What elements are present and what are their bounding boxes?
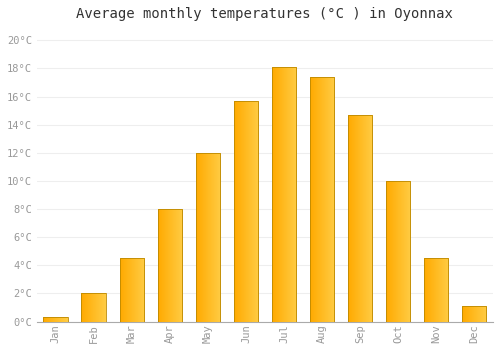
Bar xyxy=(234,101,258,322)
Bar xyxy=(120,258,144,322)
Bar xyxy=(424,258,448,322)
Title: Average monthly temperatures (°C ) in Oyonnax: Average monthly temperatures (°C ) in Oy… xyxy=(76,7,454,21)
Bar xyxy=(348,115,372,322)
Bar xyxy=(158,209,182,322)
Bar xyxy=(44,317,68,322)
Bar xyxy=(272,67,296,322)
Bar xyxy=(310,77,334,322)
Bar xyxy=(386,181,410,322)
Bar xyxy=(196,153,220,322)
Bar xyxy=(462,306,486,322)
Bar xyxy=(82,293,106,322)
